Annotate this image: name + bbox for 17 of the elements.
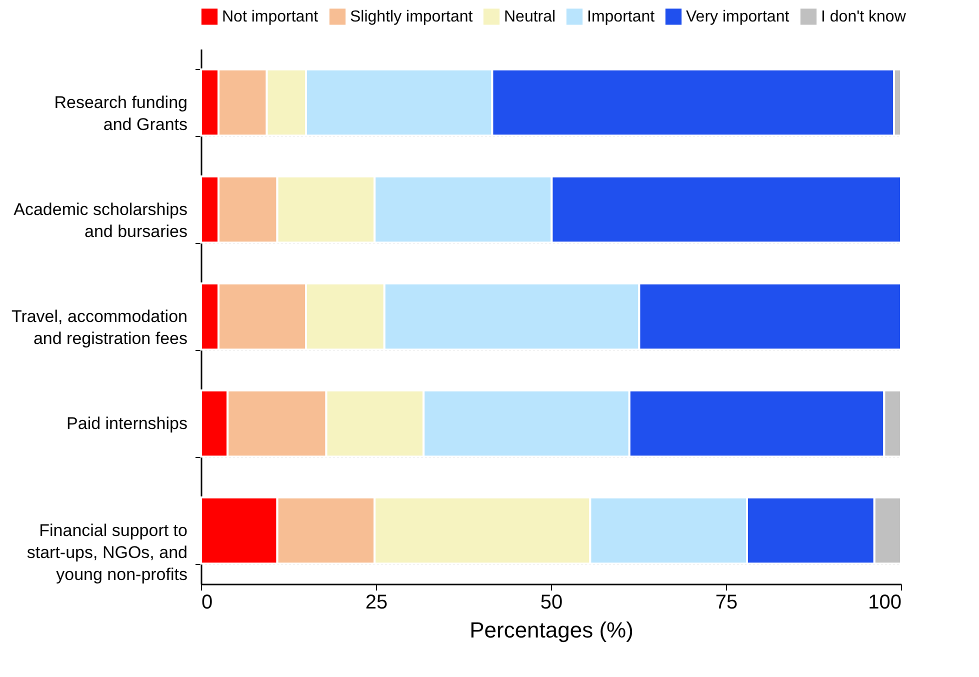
- x-tick-label: 75: [715, 592, 738, 614]
- y-tick-label: Travel, accommodation and registration fees: [11, 307, 188, 348]
- x-axis-title: Percentages (%): [470, 618, 634, 642]
- x-tick-label: 50: [540, 592, 563, 614]
- legend-label: Neutral: [504, 8, 556, 26]
- y-tick-label: Academic scholarships and bursaries: [14, 200, 188, 241]
- y-tick-label: Paid internships: [66, 414, 188, 433]
- legend-label: Very important: [686, 8, 790, 26]
- legend-label: Not important: [222, 8, 319, 26]
- x-tick-label: 25: [365, 592, 388, 614]
- y-tick-label: Financial support to start-ups, NGOs, and young non-profits: [26, 521, 188, 584]
- y-tick-label: Research funding and Grants: [54, 93, 188, 134]
- x-tick-label: 0: [202, 592, 213, 614]
- x-tick-label: 100: [868, 592, 902, 614]
- legend-label: Slightly important: [350, 8, 474, 26]
- legend-label: I don't know: [821, 8, 906, 26]
- legend-label: Important: [587, 8, 656, 26]
